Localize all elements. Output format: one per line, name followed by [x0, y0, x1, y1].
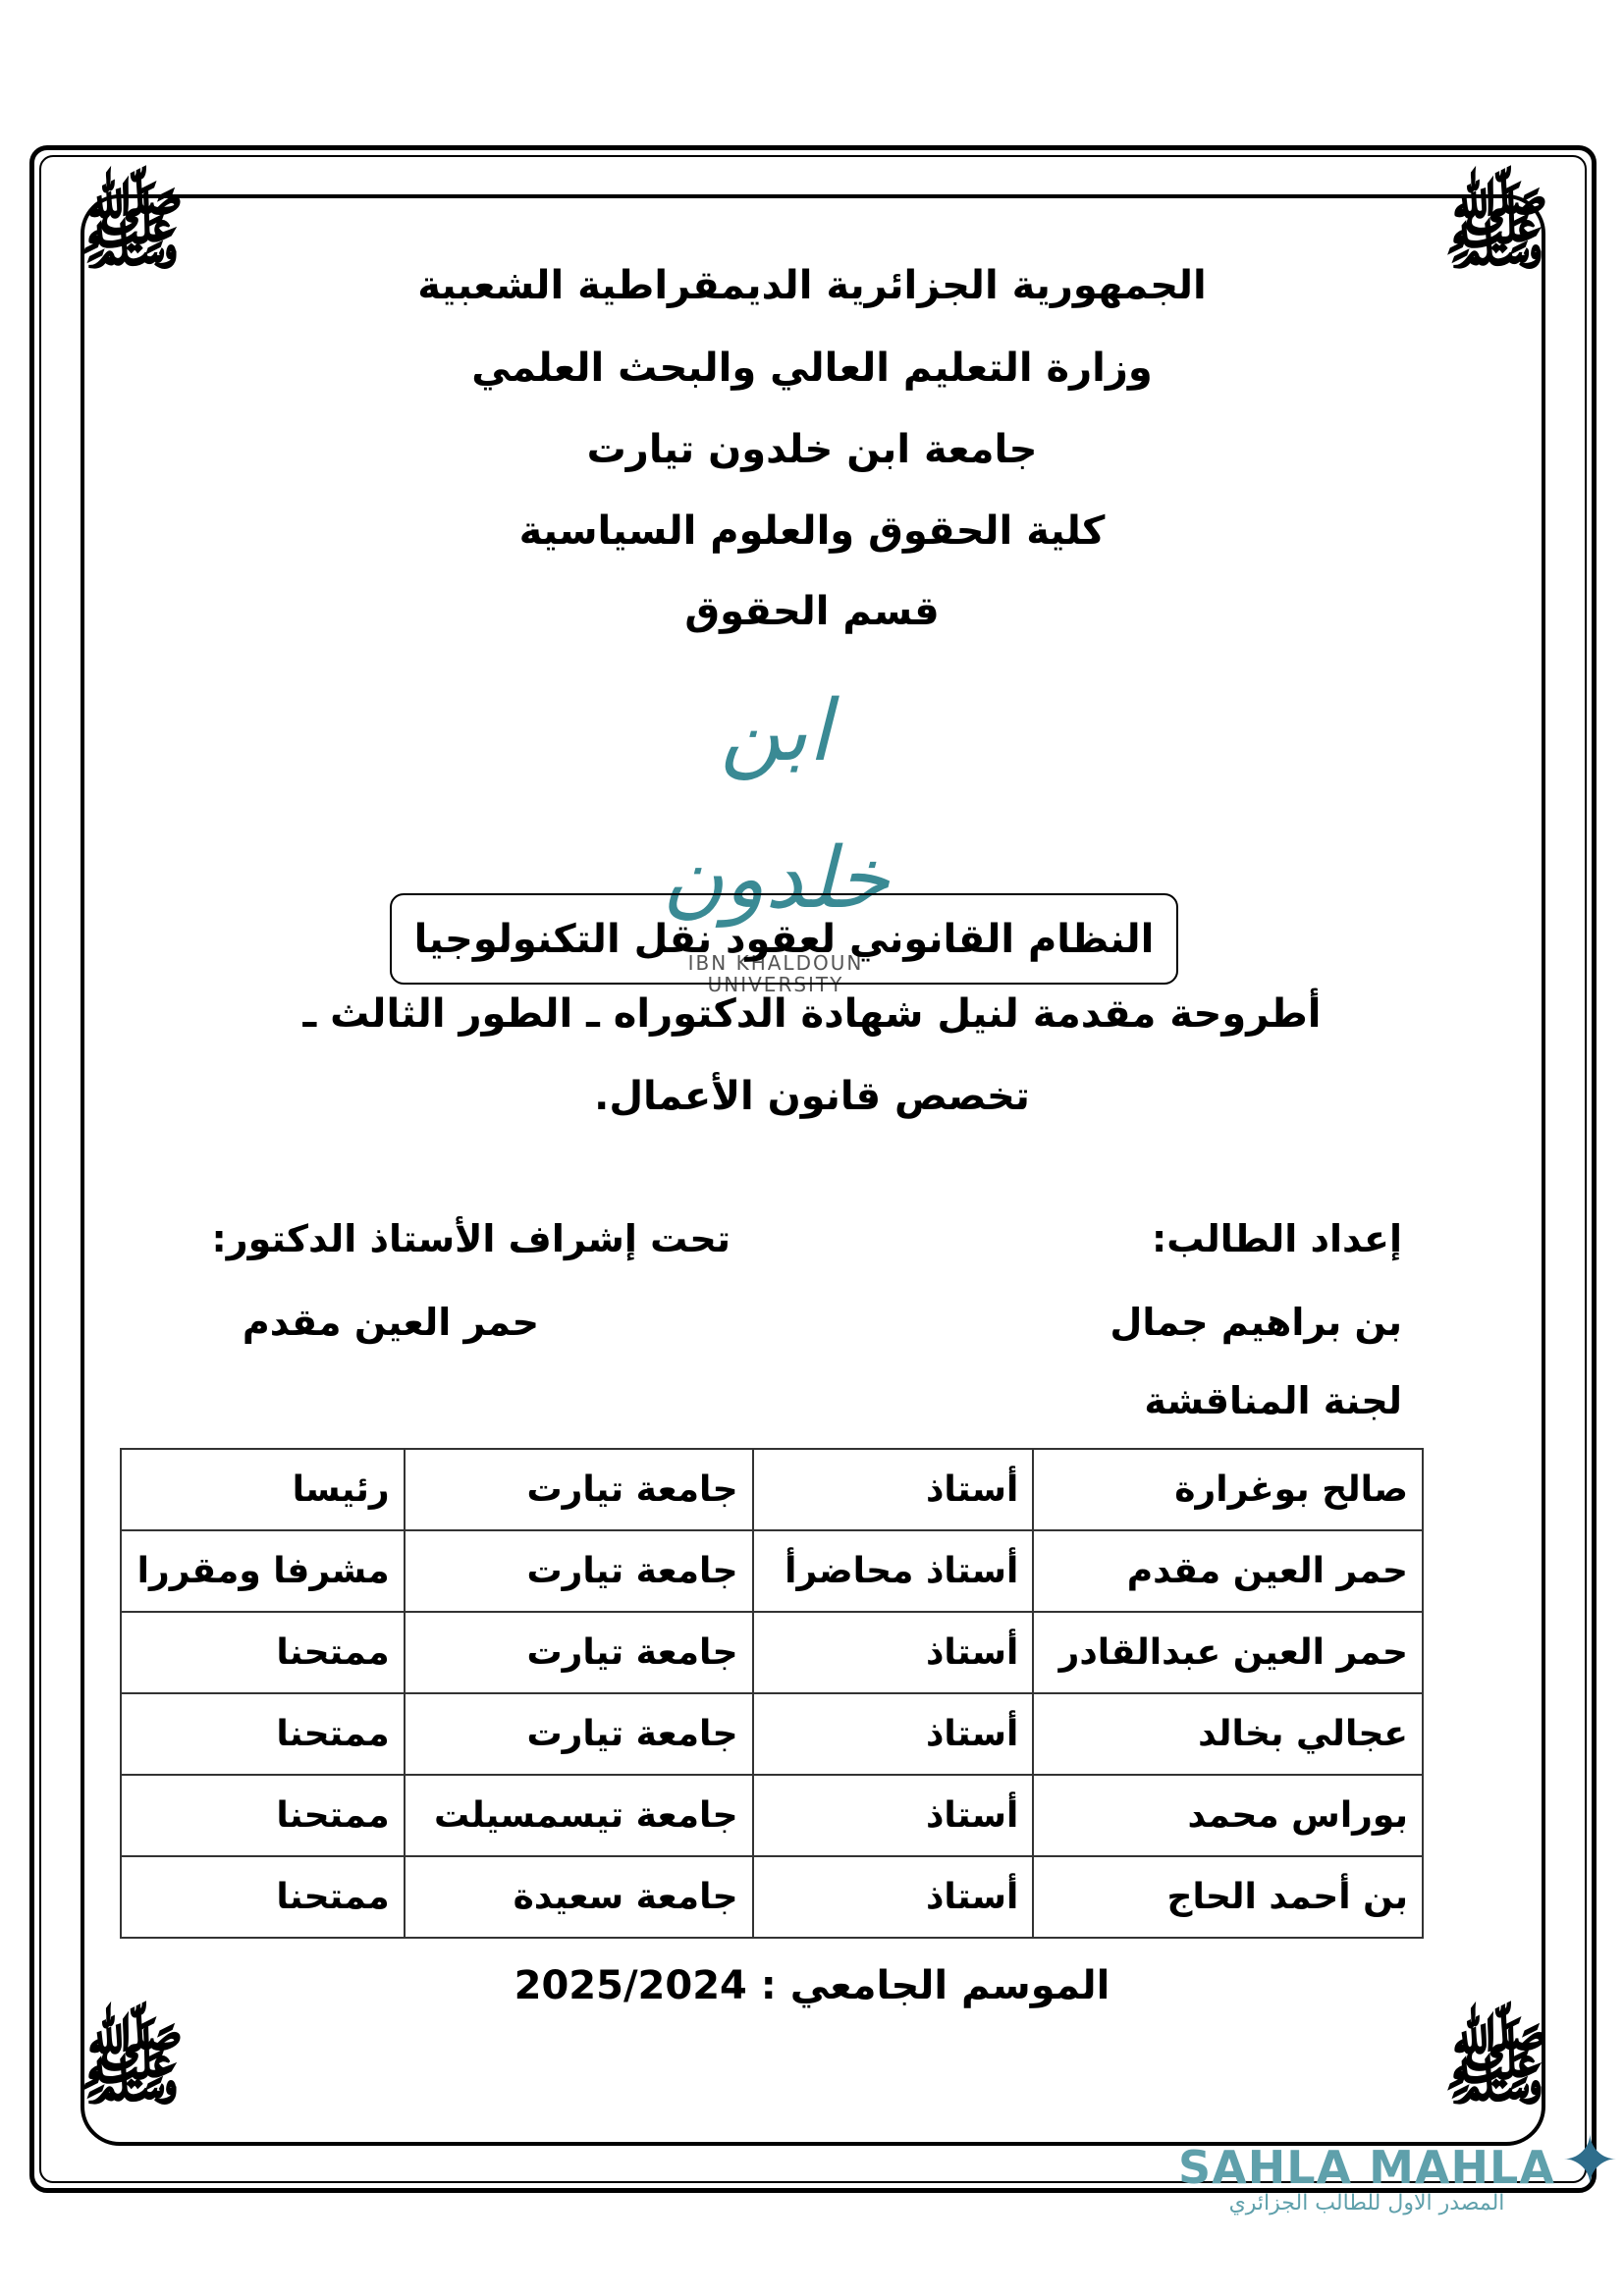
- member-university: جامعة تيارت: [403, 1611, 754, 1694]
- member-name: حمر العين مقدم: [1032, 1529, 1424, 1613]
- member-rank: أستاذ: [751, 1774, 1035, 1857]
- thesis-title: النظام القانوني لعقود نقل التكنولوجيا: [390, 893, 1178, 985]
- university-logo: ابن خلدون IBN KHALDOUN UNIVERSITY: [628, 658, 923, 995]
- member-rank: أستاذ محاضرأ: [751, 1529, 1035, 1613]
- logo-english-1: IBN KHALDOUN: [687, 951, 864, 975]
- university-name: جامعة ابن خلدون تيارت: [586, 427, 1038, 472]
- member-university: جامعة تيسمسيلت: [403, 1774, 754, 1857]
- department-name: قسم الحقوق: [684, 589, 940, 634]
- ornament-bottom-right-icon: ﷺ: [1443, 2014, 1550, 2117]
- page-border-inner: [81, 194, 1545, 2146]
- watermark: SAHLA MAHLA المصدر الاول للطالب الجزائري: [1178, 2145, 1555, 2217]
- committee-row: بوراس محمد أستاذ جامعة تيسمسيلت ممتحنا: [120, 1774, 1424, 1857]
- member-university: جامعة تيارت: [403, 1448, 754, 1531]
- member-role: مشرفا ومقررا: [120, 1529, 406, 1613]
- member-role: ممتحنا: [120, 1774, 406, 1857]
- committee-row: حمر العين عبدالقادر أستاذ جامعة تيارت ممتحن…: [120, 1611, 1424, 1694]
- page-border-middle: [39, 155, 1587, 2183]
- watermark-tagline: المصدر الاول للطالب الجزائري: [1228, 2191, 1505, 2216]
- member-name: عجالي بخالد: [1032, 1692, 1424, 1776]
- member-rank: أستاذ: [751, 1448, 1035, 1531]
- thesis-specialty: تخصص قانون الأعمال.: [594, 1074, 1030, 1119]
- committee-label: لجنة المناقشة: [1144, 1379, 1402, 1422]
- member-name: بن أحمد الحاج: [1032, 1855, 1424, 1939]
- member-role: ممتحنا: [120, 1611, 406, 1694]
- member-name: حمر العين عبدالقادر: [1032, 1611, 1424, 1694]
- student-name: بن براهيم جمال: [1110, 1301, 1402, 1344]
- supervisor-label: تحت إشراف الأستاذ الدكتور:: [211, 1217, 731, 1260]
- member-university: جامعة تيارت: [403, 1692, 754, 1776]
- academic-year: الموسم الجامعي : 2025/2024: [514, 1963, 1110, 2008]
- committee-row: عجالي بخالد أستاذ جامعة تيارت ممتحنا: [120, 1692, 1424, 1776]
- member-rank: أستاذ: [751, 1611, 1035, 1694]
- committee-table: صالح بوغرارة أستاذ جامعة تيارت رئيسا حمر الع…: [120, 1448, 1424, 1939]
- faculty-name: كلية الحقوق والعلوم السياسية: [518, 508, 1106, 554]
- ministry-name: وزارة التعليم العالي والبحث العلمي: [471, 346, 1153, 391]
- ornament-bottom-left-icon: ﷺ: [79, 2014, 186, 2117]
- supervisor-name: حمر العين مقدم: [242, 1301, 539, 1344]
- country-name: الجمهورية الجزائرية الديمقراطية الشعبية: [417, 263, 1207, 308]
- member-name: بوراس محمد: [1032, 1774, 1424, 1857]
- logo-arabic: ابن خلدون: [662, 682, 890, 928]
- student-label: إعداد الطالب:: [1152, 1217, 1402, 1260]
- committee-row: بن أحمد الحاج أستاذ جامعة سعيدة ممتحنا: [120, 1855, 1424, 1939]
- member-name: صالح بوغرارة: [1032, 1448, 1424, 1531]
- member-university: جامعة تيارت: [403, 1529, 754, 1613]
- member-university: جامعة سعيدة: [403, 1855, 754, 1939]
- page-border-outer: [29, 145, 1597, 2193]
- committee-row: صالح بوغرارة أستاذ جامعة تيارت رئيسا: [120, 1448, 1424, 1531]
- member-role: رئيسا: [120, 1448, 406, 1531]
- member-rank: أستاذ: [751, 1855, 1035, 1939]
- member-rank: أستاذ: [751, 1692, 1035, 1776]
- logo-english-2: UNIVERSITY: [707, 973, 844, 996]
- watermark-brand: SAHLA MAHLA: [1178, 2141, 1555, 2194]
- member-role: ممتحنا: [120, 1692, 406, 1776]
- member-role: ممتحنا: [120, 1855, 406, 1939]
- thesis-degree: أطروحة مقدمة لنيل شهادة الدكتوراه ـ الطو…: [302, 991, 1322, 1037]
- ornament-top-left-icon: ﷺ: [79, 179, 186, 282]
- watermark-logo-icon: ✦: [1561, 2120, 1619, 2201]
- ornament-top-right-icon: ﷺ: [1443, 179, 1550, 282]
- committee-row: حمر العين مقدم أستاذ محاضرأ جامعة تيارت مشر…: [120, 1529, 1424, 1613]
